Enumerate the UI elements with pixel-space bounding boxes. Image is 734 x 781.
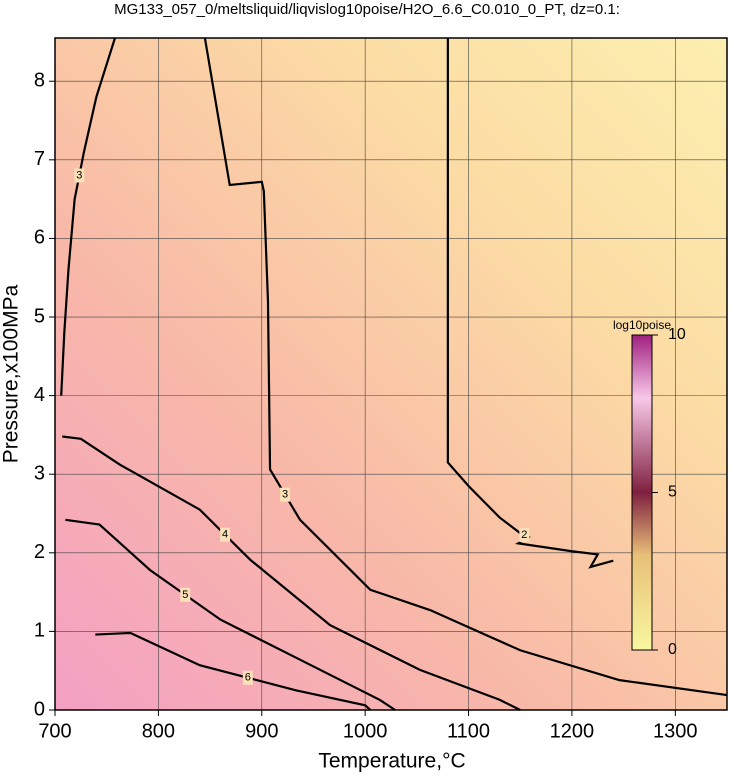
y-tick-label: 4 — [34, 384, 45, 406]
colorbar-tick-label: 10 — [668, 326, 686, 343]
plot-background — [55, 38, 727, 710]
chart-title: MG133_057_0/meltsliquid/liqvislog10poise… — [114, 1, 620, 18]
y-axis-label: Pressure,x100MPa — [0, 284, 23, 463]
contour-label-bg — [220, 527, 231, 542]
contour-line — [65, 518, 396, 711]
colorbar-title: log10poise — [613, 318, 671, 332]
contour-label: 6 — [245, 672, 251, 684]
colorbar-tick-label: 0 — [668, 641, 677, 658]
contour-label-bg — [519, 528, 530, 543]
x-tick-label: 900 — [245, 720, 278, 742]
y-tick-label: 1 — [34, 620, 45, 642]
contour-label: 2 — [521, 529, 527, 541]
contour-line — [62, 435, 521, 711]
contour-label-bg — [74, 168, 85, 183]
contour-label-bg — [180, 587, 191, 602]
x-tick-label: 1300 — [653, 720, 698, 742]
x-tick-label: 1000 — [343, 720, 388, 742]
plot-frame — [54, 37, 728, 711]
colorbar-tick-label: 5 — [668, 484, 677, 501]
x-tick-label: 1100 — [447, 720, 490, 742]
contour-label: 5 — [182, 589, 188, 601]
x-tick-label: 1200 — [550, 720, 595, 742]
y-tick-label: 3 — [34, 462, 45, 484]
contour-label: 3 — [76, 169, 82, 181]
y-tick-label: 7 — [34, 148, 45, 170]
x-tick-label: 700 — [38, 720, 71, 742]
x-tick-label: 800 — [142, 720, 175, 742]
contour-label-bg — [280, 487, 291, 502]
y-tick-label: 6 — [34, 227, 45, 249]
y-tick-label: 0 — [34, 698, 45, 720]
contour-label-bg — [242, 670, 253, 685]
contour-label: 3 — [282, 489, 288, 501]
x-axis-label: Temperature,°C — [318, 750, 465, 773]
plot-layer: 700 800 900 1000 1100 1200 1300 0 1 2 3 4 5 6 7 8 2 3 3 4 5 6… — [34, 37, 728, 742]
y-tick-label: 5 — [34, 305, 45, 327]
colorbar — [631, 334, 653, 651]
contour-line — [60, 37, 117, 396]
y-tick-label: 8 — [34, 70, 45, 92]
y-tick-label: 2 — [34, 541, 45, 563]
contour-label: 4 — [222, 529, 228, 541]
